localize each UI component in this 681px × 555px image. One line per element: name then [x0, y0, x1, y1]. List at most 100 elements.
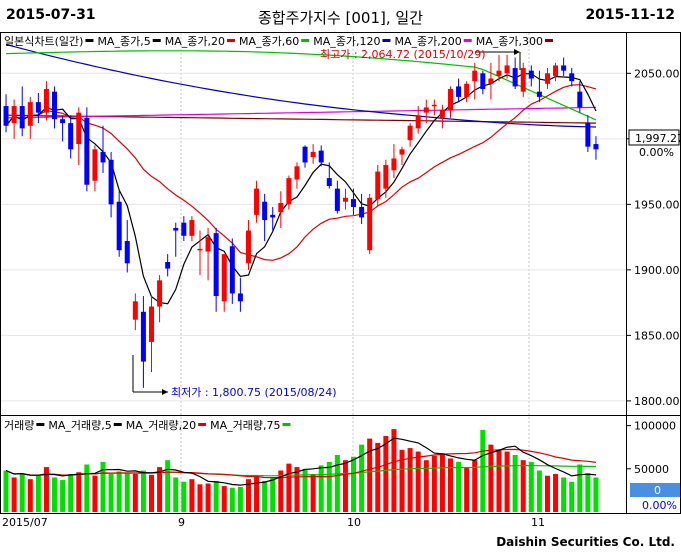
end-date: 2015-11-12 [585, 7, 675, 23]
price-legend-label-4: MA_종가,120 [313, 35, 380, 48]
candle-body-64 [520, 68, 526, 92]
candle-body-70 [569, 73, 575, 82]
candle-body-54 [439, 110, 445, 118]
candle-body-56 [456, 86, 462, 97]
volume-bar-27 [221, 486, 227, 512]
volume-legend-swatch-1 [113, 423, 122, 426]
volume-bar-59 [480, 429, 486, 512]
candle-body-44 [359, 206, 365, 218]
candle-body-19 [157, 280, 163, 307]
price-y-axis: 2050.002000.001950.001900.001850.001800.… [626, 67, 680, 408]
candle-body-0 [3, 106, 9, 126]
candle-body-48 [391, 158, 397, 171]
volume-bar-60 [488, 444, 494, 512]
candle-body-34 [278, 203, 284, 213]
candle-body-21 [173, 227, 179, 231]
ma120-line [5, 43, 597, 128]
volume-bar-54 [439, 453, 445, 512]
candles [3, 54, 599, 388]
volume-bar-53 [431, 455, 437, 512]
volume-bar-43 [351, 456, 357, 512]
candle-body-58 [472, 70, 478, 82]
volume-panel-frame [0, 415, 627, 514]
volume-bar-15 [124, 473, 130, 512]
candle-body-46 [375, 171, 381, 200]
candle-body-9 [76, 112, 82, 145]
chart-header: 2015-07-31 종합주가지수 [001], 일간 2015-11-12 [0, 0, 681, 32]
volume-bar-42 [342, 460, 348, 512]
volume-tick-label-1: 50000 [634, 463, 669, 476]
volume-bar-70 [569, 481, 575, 512]
candle-body-29 [237, 293, 243, 302]
vol-ma5-line [5, 437, 597, 486]
candle-body-60 [488, 78, 494, 84]
candle-body-42 [342, 197, 348, 202]
volume-averages [5, 437, 597, 486]
volume-bar-14 [116, 471, 122, 512]
volume-bar-5 [43, 467, 49, 512]
volume-bar-50 [407, 448, 413, 512]
candle-body-6 [52, 91, 58, 120]
price-legend-swatch-6 [544, 39, 553, 42]
candle-body-31 [254, 188, 260, 215]
volume-bar-26 [213, 480, 219, 512]
candle-body-22 [181, 222, 187, 236]
volume-bar-1 [11, 477, 17, 512]
x-label-jul: 2015/07 [2, 516, 48, 529]
volume-bar-24 [197, 484, 203, 512]
volume-bar-73 [593, 477, 599, 512]
low-annotation-text: 최저가 : 1,800.75 (2015/08/24) [171, 386, 337, 399]
volume-bar-12 [100, 461, 106, 512]
x-axis: 2015/07 9 10 11 [2, 516, 545, 529]
volume-bar-18 [148, 474, 155, 512]
price-legend-swatch-0 [85, 39, 94, 42]
ma200-line [5, 106, 597, 119]
price-legend: 일본식차트(일간) MA_종가,5 MA_종가,20 MA_종가,60 MA_종가,12… [4, 34, 553, 48]
candle-body-15 [124, 241, 130, 264]
candle-body-38 [310, 151, 316, 158]
candle-body-49 [399, 149, 405, 155]
volume-bar-34 [278, 470, 284, 512]
volume-bar-57 [464, 467, 470, 512]
volume-bar-19 [157, 467, 163, 512]
candle-body-16 [132, 301, 138, 320]
volume-bar-33 [270, 477, 276, 512]
candle-body-5 [43, 89, 49, 113]
volume-bar-40 [326, 461, 332, 512]
candle-body-69 [561, 65, 567, 71]
last-change: 0.00% [639, 146, 674, 159]
volume-bar-61 [496, 449, 502, 512]
volume-last-box [630, 483, 680, 497]
volume-bar-17 [140, 470, 146, 512]
high-annotation: 최고가 : 2,064.72 (2015/10/29) [320, 48, 521, 70]
volume-legend-swatch-3 [282, 423, 291, 426]
volume-bar-32 [262, 480, 268, 512]
volume-bar-49 [399, 449, 405, 512]
price-tick-label-3: 1900.00 [634, 264, 680, 277]
price-legend-swatch-3 [301, 39, 310, 42]
candle-body-23 [189, 220, 195, 236]
volume-bar-11 [92, 475, 98, 512]
volume-bar-22 [181, 481, 187, 512]
candle-body-36 [294, 166, 300, 180]
candle-body-14 [116, 201, 122, 251]
volume-bar-71 [577, 464, 583, 512]
volume-bar-28 [229, 487, 235, 512]
volume-bar-66 [536, 470, 542, 512]
volume-bar-64 [520, 460, 526, 512]
candle-body-73 [593, 144, 599, 150]
volume-bar-48 [391, 429, 397, 512]
price-tick-label-5: 1800.00 [634, 395, 680, 408]
price-legend-swatch-4 [382, 39, 391, 42]
candle-body-7 [60, 119, 66, 124]
volume-bar-68 [553, 474, 559, 512]
candle-body-63 [512, 68, 518, 87]
volume-bar-16 [132, 474, 138, 512]
volume-bar-0 [3, 470, 9, 512]
volume-bar-7 [60, 480, 66, 512]
candle-body-53 [431, 104, 437, 107]
candle-body-4 [35, 102, 41, 113]
candle-body-28 [229, 246, 235, 294]
candle-body-39 [318, 150, 324, 163]
